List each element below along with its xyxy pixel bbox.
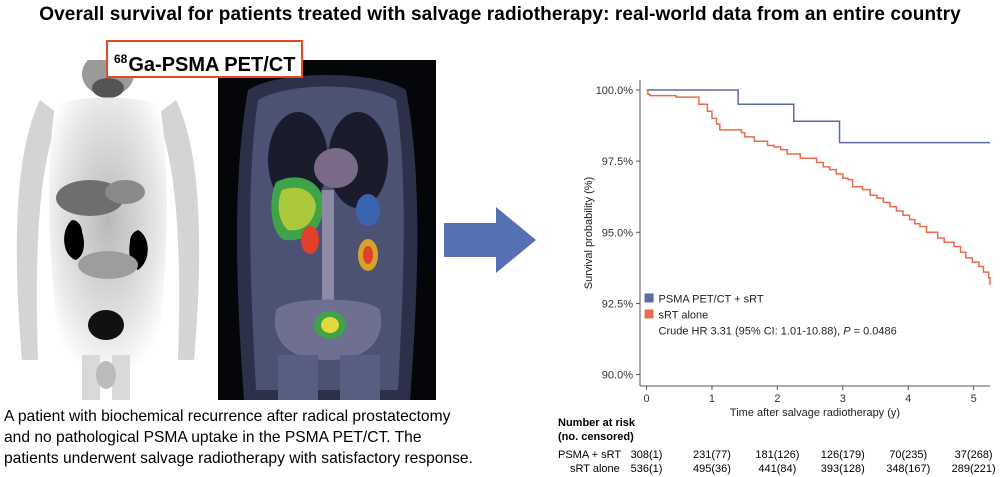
y-tick-label: 92.5%	[602, 298, 633, 310]
risk-cell: 308(1)	[630, 449, 663, 461]
risk-cell: 126(179)	[820, 449, 865, 461]
risk-cell: 231(77)	[692, 449, 731, 461]
risk-row-label: PSMA + sRT	[558, 449, 622, 461]
caption-line: patients underwent salvage radiotherapy …	[4, 450, 473, 467]
survival-chart: 90.0% 92.5% 95.0% 97.5% 100.0% 0 1 2 3 4 5 Time aft…	[583, 80, 991, 419]
x-tick-label: 2	[774, 393, 780, 405]
figure-title: Overall survival for patients treated wi…	[39, 4, 961, 25]
scan-label: 68Ga-PSMA PET/CT	[106, 40, 304, 78]
risk-cell: 289(221)	[951, 463, 996, 475]
y-tick-label: 97.5%	[602, 156, 633, 168]
risk-cell: 495(36)	[692, 463, 731, 475]
legend-swatch	[644, 293, 654, 303]
pet-ct-fusion-image	[218, 60, 436, 400]
hr-annotation: Crude HR 3.31 (95% CI: 1.01-10.88), P = …	[659, 325, 897, 337]
risk-row: PSMA + sRT 308(1) 231(77) 181(126) 126(179) 7…	[0, 449, 1000, 463]
caption-line: A patient with biochemical recurrence af…	[4, 408, 451, 425]
x-tick-label: 5	[971, 393, 977, 405]
risk-cell: 181(126)	[755, 449, 800, 461]
risk-cell: 536(1)	[630, 463, 663, 475]
series-line-srt-alone	[646, 89, 991, 285]
risk-cell: 441(84)	[758, 463, 797, 475]
risk-cell: 348(167)	[886, 463, 931, 475]
caption-line: and no pathological PSMA uptake in the P…	[4, 429, 422, 446]
y-tick-label: 90.0%	[602, 370, 633, 382]
series-line-psma-srt	[646, 89, 990, 144]
x-tick-label: 1	[709, 393, 715, 405]
risk-cell: 393(128)	[820, 463, 865, 475]
arrow-right-icon	[444, 207, 536, 273]
legend-entry: PSMA PET/CT + sRT	[659, 293, 764, 305]
risk-cell: 37(268)	[954, 449, 993, 461]
risk-row: sRT alone 536(1) 495(36) 441(84) 393(128) 348…	[0, 463, 1000, 477]
pet-mip-image	[0, 60, 218, 400]
legend-entry: sRT alone	[659, 309, 709, 321]
risk-table-title: Number at risk (no. censored)	[558, 417, 636, 443]
y-tick-label: 95.0%	[602, 227, 633, 239]
x-axis-label: Time after salvage radiotherapy (y)	[730, 407, 900, 419]
y-axis-label: Survival probability (%)	[583, 177, 595, 289]
risk-cell: 70(235)	[889, 449, 928, 461]
figure-caption: A patient with biochemical recurrence af…	[4, 406, 574, 469]
x-tick-label: 0	[643, 393, 649, 405]
y-tick-label: 100.0%	[596, 85, 634, 97]
x-tick-label: 3	[840, 393, 846, 405]
legend-swatch	[644, 309, 654, 319]
risk-row-label: sRT alone	[570, 463, 620, 475]
x-tick-label: 4	[905, 393, 911, 405]
